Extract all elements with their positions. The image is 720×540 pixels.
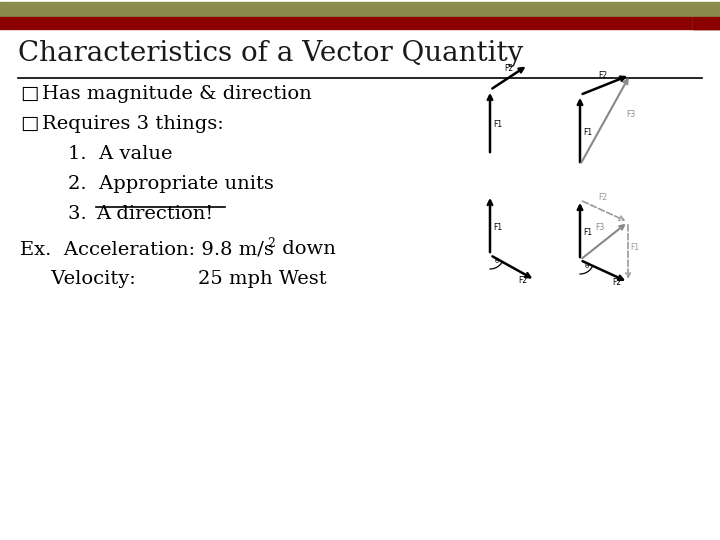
- Text: F3: F3: [595, 223, 604, 232]
- Text: Velocity:: Velocity:: [20, 270, 136, 288]
- Text: F1: F1: [630, 243, 639, 252]
- Text: Characteristics of a Vector Quantity: Characteristics of a Vector Quantity: [18, 40, 523, 67]
- Text: F1: F1: [493, 120, 502, 129]
- Text: Ex.  Acceleration: 9.8 m/s: Ex. Acceleration: 9.8 m/s: [20, 240, 274, 258]
- Text: □: □: [20, 115, 38, 133]
- Bar: [0, 17, 720, 29]
- Text: F3: F3: [626, 110, 635, 119]
- Text: Requires 3 things:: Requires 3 things:: [42, 115, 224, 133]
- Text: F2: F2: [612, 278, 621, 287]
- Text: 1.  A value: 1. A value: [68, 145, 173, 163]
- Text: F1: F1: [583, 128, 592, 137]
- Text: 2: 2: [267, 237, 275, 250]
- Bar: [693, 2, 720, 29]
- Text: 25 mph West: 25 mph West: [148, 270, 327, 288]
- Text: A direction!: A direction!: [96, 205, 213, 223]
- Text: 3.: 3.: [68, 205, 99, 223]
- Bar: [0, 2, 693, 18]
- Text: F1: F1: [583, 228, 592, 237]
- Text: F2: F2: [518, 276, 527, 285]
- Text: F2: F2: [504, 64, 513, 73]
- Bar: [693, 17, 720, 29]
- Text: F1: F1: [493, 223, 502, 232]
- Text: F2: F2: [598, 71, 607, 80]
- Text: θ: θ: [495, 258, 499, 264]
- Text: F2: F2: [598, 193, 607, 202]
- Text: □: □: [20, 85, 38, 103]
- Text: θ: θ: [585, 263, 589, 269]
- Text: Has magnitude & direction: Has magnitude & direction: [42, 85, 312, 103]
- Text: 2.  Appropriate units: 2. Appropriate units: [68, 175, 274, 193]
- Text: down: down: [276, 240, 336, 258]
